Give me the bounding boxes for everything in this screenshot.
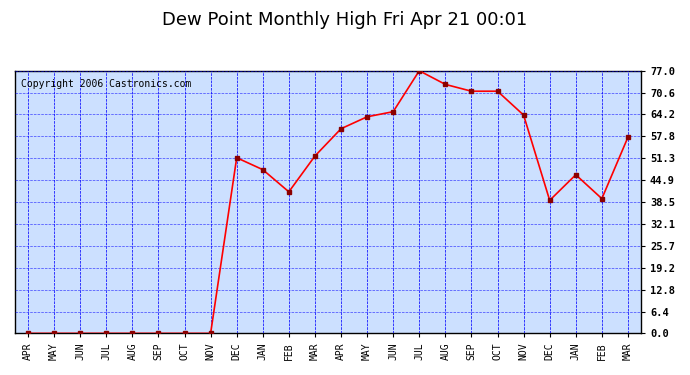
Text: Dew Point Monthly High Fri Apr 21 00:01: Dew Point Monthly High Fri Apr 21 00:01 xyxy=(162,11,528,29)
Text: Copyright 2006 Castronics.com: Copyright 2006 Castronics.com xyxy=(21,79,192,88)
